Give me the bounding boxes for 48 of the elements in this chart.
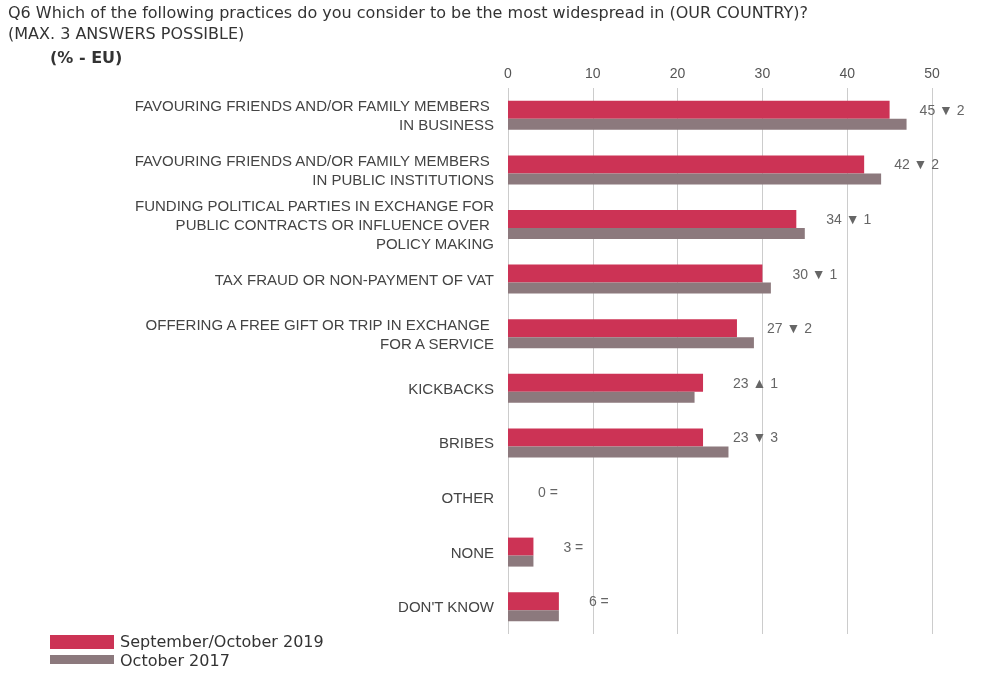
bar	[508, 282, 771, 294]
x-tick-label: 20	[669, 65, 686, 81]
data-label: 27 ▼ 2	[766, 320, 813, 337]
bar	[508, 592, 559, 611]
data-label: 23 ▼ 3	[733, 429, 779, 446]
bar	[508, 537, 534, 556]
chart-title: Q6 Which of the following practices do you consider to be the most widespread in (OUR COUNTRY)? (MAX. 3 ANSWERS POSSIBLE)	[8, 2, 809, 44]
bar	[508, 446, 729, 458]
bar	[508, 428, 704, 447]
bar	[508, 173, 882, 185]
data-label: 3 =	[563, 538, 584, 555]
x-tick-label: 40	[839, 65, 856, 81]
bar	[508, 118, 907, 130]
y-tick-label: FUNDING POLITICAL PARTIES IN EXCHANGE FOR PUBLIC CONTRACTS OR INFLUENCE OVER POLICY MAKING	[135, 197, 495, 252]
data-label: 34 ▼ 1	[826, 211, 872, 227]
bar	[508, 319, 737, 338]
text: (% - EU)	[50, 48, 123, 67]
x-tick-label: 0	[504, 65, 513, 81]
bar	[508, 155, 865, 174]
bar	[508, 337, 754, 349]
y-tick-label: FAVOURING FRIENDS AND/OR FAMILY MEMBERS IN PUBLIC INSTITUTIONS	[134, 151, 494, 188]
y-tick-label: OTHER	[441, 489, 495, 506]
legend-label: October 2017	[120, 651, 230, 670]
data-label: 42 ▼ 2	[894, 156, 940, 173]
bar	[508, 264, 763, 283]
x-tick-label: 50	[924, 65, 940, 81]
y-tick-label: NONE	[450, 543, 494, 561]
data-label: 30 ▼ 1	[792, 265, 838, 282]
legend-label: September/October 2019	[120, 632, 324, 651]
y-tick-label: OFFERING A FREE GIFT OR TRIP IN EXCHANGE FOR A SERVICE	[145, 315, 494, 352]
data-label: 6 =	[588, 593, 609, 610]
bar	[508, 391, 695, 403]
bar	[508, 555, 534, 567]
x-tick-label: 10	[585, 65, 601, 81]
bar	[508, 100, 890, 119]
data-label: 23 ▲ 1	[733, 374, 779, 391]
y-tick-label: BRIBES	[438, 434, 494, 452]
x-tick-label: 30	[754, 65, 771, 81]
y-tick-label: DON'T KNOW	[398, 598, 495, 616]
bar	[508, 228, 805, 239]
bar	[508, 610, 559, 622]
y-tick-label: TAX FRAUD OR NON-PAYMENT OF VAT	[214, 270, 494, 288]
y-tick-label: FAVOURING FRIENDS AND/OR FAMILY MEMBERS IN BUSINESS	[134, 97, 494, 134]
data-label: 0 =	[538, 484, 558, 500]
bar	[508, 210, 797, 228]
y-tick-label: KICKBACKS	[408, 379, 494, 397]
data-label: 45 ▼ 2	[919, 101, 965, 118]
bar	[508, 373, 704, 392]
